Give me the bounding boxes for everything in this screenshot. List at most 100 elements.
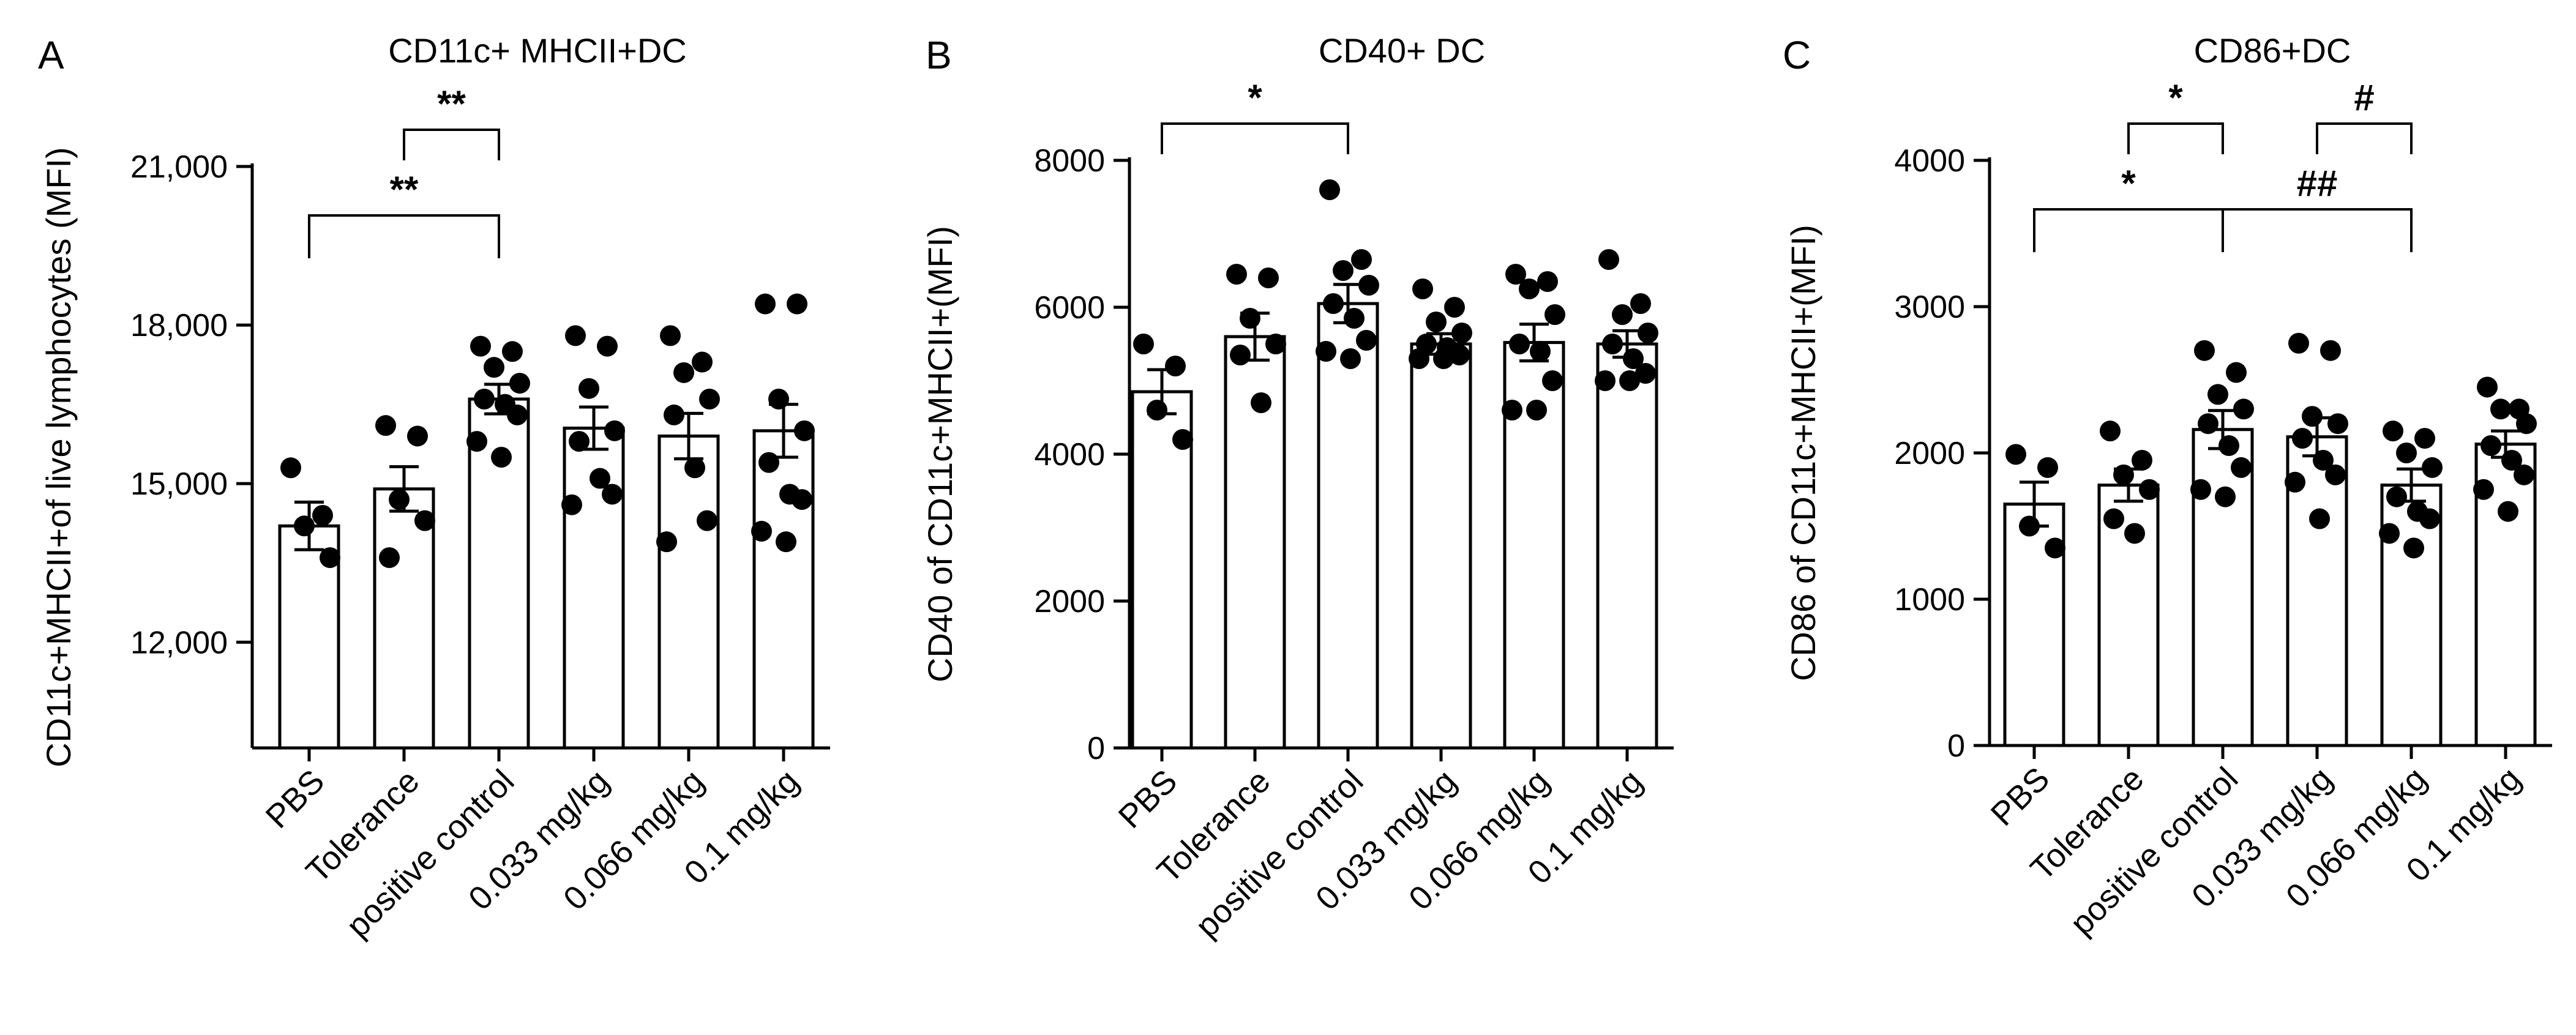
data-point xyxy=(2124,523,2145,544)
data-point xyxy=(697,510,717,531)
data-point xyxy=(1351,249,1372,270)
data-point xyxy=(699,389,720,409)
bar xyxy=(1131,390,1193,750)
panel-letter-c: C xyxy=(1783,33,1811,77)
significance-label: * xyxy=(1248,77,1262,118)
data-point xyxy=(1630,293,1651,314)
bar xyxy=(657,434,720,750)
data-point xyxy=(2100,420,2121,442)
data-point xyxy=(2313,449,2334,471)
data-point xyxy=(470,335,491,357)
significance-label: ** xyxy=(390,169,419,210)
y-tick-label: 15,000 xyxy=(130,466,228,502)
y-tick-label: 3000 xyxy=(1894,290,1965,325)
data-point xyxy=(1319,179,1340,200)
data-point xyxy=(2198,413,2218,435)
data-point xyxy=(1619,370,1640,391)
significance-bracket xyxy=(2316,122,2413,154)
significance-bracket xyxy=(2222,208,2413,252)
data-point xyxy=(2218,435,2239,457)
y-tick-label: 21,000 xyxy=(130,149,228,185)
data-point xyxy=(1165,356,1186,376)
x-tick-label: PBS xyxy=(1984,760,2057,833)
data-point xyxy=(507,404,528,425)
data-point xyxy=(2498,501,2518,522)
data-point xyxy=(2019,515,2040,537)
chart-title: CD86+DC xyxy=(2194,31,2351,70)
y-tick-label: 1000 xyxy=(1894,582,1965,618)
data-point xyxy=(474,389,495,409)
data-point xyxy=(2233,398,2254,420)
y-tick-label: 18,000 xyxy=(130,308,228,343)
bar xyxy=(1410,342,1472,750)
data-point xyxy=(1623,348,1644,369)
data-point xyxy=(414,510,435,531)
data-point xyxy=(2419,508,2440,529)
data-point xyxy=(787,293,807,315)
x-tick-label: positive control xyxy=(2063,760,2245,942)
significance-bracket xyxy=(1161,122,1349,154)
data-point xyxy=(792,489,812,510)
data-point xyxy=(2190,479,2211,500)
data-point xyxy=(1240,308,1260,329)
data-point xyxy=(692,351,713,373)
data-point xyxy=(2288,332,2309,354)
data-point xyxy=(2231,457,2252,478)
x-tick-label: positive control xyxy=(339,763,521,944)
data-point xyxy=(2403,537,2424,559)
data-point xyxy=(2514,464,2534,485)
data-point xyxy=(379,547,400,569)
significance-label: * xyxy=(2168,77,2183,118)
data-point xyxy=(1502,400,1522,420)
data-point xyxy=(751,520,772,542)
data-point xyxy=(758,452,779,473)
data-point xyxy=(2045,537,2065,559)
data-point xyxy=(1147,400,1167,420)
data-point xyxy=(1333,260,1354,281)
data-point xyxy=(2226,362,2247,383)
data-point xyxy=(407,425,428,447)
y-tick-label: 8000 xyxy=(1034,143,1105,179)
chart-title: CD11c+ MHCII+DC xyxy=(388,31,687,70)
data-point xyxy=(1340,348,1361,369)
data-point xyxy=(2194,340,2215,361)
y-axis-label: CD86 of CD11c+MHCII+(MFI) xyxy=(1784,225,1822,681)
y-tick-label: 2000 xyxy=(1034,584,1105,619)
data-point xyxy=(1426,312,1447,332)
data-point xyxy=(491,447,512,468)
data-point xyxy=(1358,275,1379,296)
data-point xyxy=(1444,297,1465,318)
data-point xyxy=(2481,435,2501,457)
y-tick-label: 12,000 xyxy=(130,625,228,660)
significance-label: ** xyxy=(437,83,466,124)
x-tick-label: PBS xyxy=(259,763,332,835)
y-axis-label: CD11c+MHCII+of live lymphocytes (MFI) xyxy=(39,147,78,767)
y-tick-label: 6000 xyxy=(1034,290,1105,326)
data-point xyxy=(602,484,623,505)
data-point xyxy=(1602,334,1623,354)
data-point xyxy=(1172,429,1193,450)
data-point xyxy=(794,420,815,441)
data-point xyxy=(1449,345,1470,365)
data-point xyxy=(565,325,586,346)
data-point xyxy=(1526,400,1547,420)
data-point xyxy=(1258,267,1279,288)
data-point xyxy=(2285,471,2305,493)
data-point xyxy=(2139,479,2160,500)
data-point xyxy=(664,404,684,425)
chart-title: CD40+ DC xyxy=(1319,31,1485,70)
data-point xyxy=(1542,370,1563,391)
x-tick-label: positive control xyxy=(1188,763,1370,944)
significance-bracket xyxy=(308,214,500,258)
data-point xyxy=(1265,334,1286,354)
data-point xyxy=(2207,384,2228,405)
data-point xyxy=(597,335,618,357)
data-point xyxy=(2396,443,2417,463)
data-point xyxy=(2422,457,2443,478)
data-point xyxy=(1612,304,1633,325)
data-point xyxy=(1412,278,1433,299)
data-point xyxy=(1344,308,1365,329)
data-point xyxy=(389,489,410,510)
data-point xyxy=(466,431,487,452)
